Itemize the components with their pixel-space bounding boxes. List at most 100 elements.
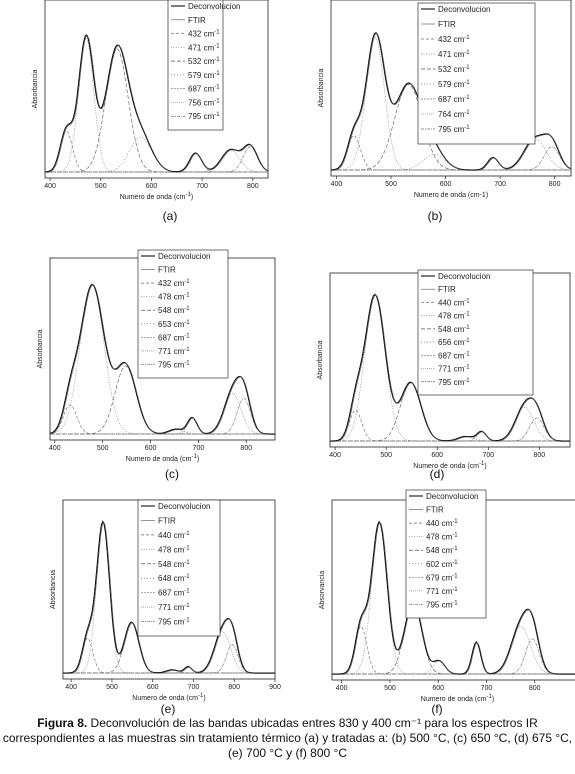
series-band-3 xyxy=(332,660,575,675)
legend-entry: 432 cm-1 xyxy=(158,279,190,288)
x-tick-label: 800 xyxy=(529,685,541,692)
chart-svg-c: 400 500 600 700 800 Numero de onda (cm-1) Abso… xyxy=(37,249,276,481)
legend-entry: 478 cm-1 xyxy=(158,293,190,302)
series-band-5 xyxy=(45,149,268,173)
x-tick-label: 700 xyxy=(193,445,205,452)
legend-entry: 656 cm-1 xyxy=(438,338,470,347)
legend-entry: FTIR xyxy=(438,20,456,29)
x-tick-label: 700 xyxy=(494,181,506,188)
legend-entry: Deconvolucion xyxy=(438,5,490,14)
legend-entry: Deconvolucion xyxy=(438,272,490,281)
legend-entry: 687 cm-1 xyxy=(158,589,190,598)
x-axis-label: Numero de onda (cm-1) xyxy=(413,461,486,470)
legend-entry: 440 cm-1 xyxy=(158,531,190,540)
series-band-5 xyxy=(330,406,570,442)
legend-entry: 579 cm-1 xyxy=(438,80,470,89)
x-axis-label: Numero de onda (cm-1) xyxy=(120,192,193,201)
x-tick-label: 800 xyxy=(549,181,561,188)
legend-entry: 579 cm-1 xyxy=(188,71,220,80)
x-tick-label: 500 xyxy=(95,183,107,190)
x-tick-label: 800 xyxy=(247,183,259,190)
y-axis-label: Absorbancia xyxy=(318,68,325,107)
legend-entry: FTIR xyxy=(158,266,176,275)
legend-entry: 764 cm-1 xyxy=(438,110,470,119)
legend-entry: 687 cm-1 xyxy=(438,351,470,360)
legend-entry: 795 cm-1 xyxy=(426,600,458,609)
x-tick-label: 800 xyxy=(240,445,252,452)
series-deconvolution xyxy=(44,34,269,173)
caption-label: Figura 8. xyxy=(37,716,88,730)
legend-entry: 771 cm-1 xyxy=(426,587,458,596)
chart-svg-b: 400 500 600 700 800 Numero de onda (cm-1) Abso… xyxy=(318,0,572,223)
series-deconvolution xyxy=(49,283,275,435)
x-tick-label: 600 xyxy=(147,684,159,691)
series-band-5 xyxy=(50,393,275,435)
legend-entry: 602 cm-1 xyxy=(426,560,458,569)
x-axis-label: Numero de onda (cm-1) xyxy=(126,454,199,463)
legend-entry: FTIR xyxy=(188,16,206,25)
panel-letter: (c) xyxy=(165,467,179,481)
legend-entry: 440 cm-1 xyxy=(438,298,470,307)
legend-entry: 548 cm-1 xyxy=(438,325,470,334)
legend-entry: 756 cm-1 xyxy=(188,98,220,107)
series-ftir xyxy=(63,521,276,674)
legend-entry: Deconvolucion xyxy=(158,252,210,261)
x-tick-label: 400 xyxy=(49,445,61,452)
x-tick-label: 400 xyxy=(44,183,56,190)
series-band-6 xyxy=(50,398,275,435)
legend-entry: 795 cm-1 xyxy=(158,360,190,369)
x-tick-label: 700 xyxy=(481,685,493,692)
series-band-0 xyxy=(63,638,275,674)
legend-entry: 532 cm-1 xyxy=(188,57,220,66)
legend-entry: Deconvolucion xyxy=(426,492,478,501)
legend-entry: 795 cm-1 xyxy=(188,112,220,121)
series-band-2 xyxy=(331,83,571,171)
series-band-6 xyxy=(63,644,275,674)
legend-entry: 771 cm-1 xyxy=(158,347,190,356)
legend-entry: 548 cm-1 xyxy=(158,560,190,569)
y-axis-label: Absorbancia xyxy=(50,570,57,609)
series-band-6 xyxy=(45,146,269,173)
x-tick-label: 500 xyxy=(97,445,109,452)
series-band-2 xyxy=(45,48,268,173)
chart-panel-c: 400 500 600 700 800 Numero de onda (cm-1) Abso… xyxy=(0,249,287,500)
chart-panel-d: 400 500 600 700 800 Numero de onda (cm-1) Abso… xyxy=(288,250,575,500)
x-axis-label: Numero de onda (cm-1) xyxy=(414,192,488,199)
panel-letter: (d) xyxy=(430,467,445,481)
x-axis-label: Numero de onda (cm-1) xyxy=(132,693,205,702)
legend-entry: FTIR xyxy=(158,516,176,525)
series-band-4 xyxy=(330,431,570,442)
chart-svg-a: 400 500 600 700 800 Numero de onda (cm-1) Abso… xyxy=(32,0,269,223)
legend-entry: 432 cm-1 xyxy=(188,30,220,39)
x-tick-label: 500 xyxy=(384,685,396,692)
legend-entry: FTIR xyxy=(426,506,444,515)
legend-entry: 532 cm-1 xyxy=(438,65,470,74)
legend-entry: 478 cm-1 xyxy=(158,545,190,554)
legend-entry: 795 cm-1 xyxy=(438,125,470,134)
series-deconvolution xyxy=(332,520,575,675)
x-tick-label: 400 xyxy=(65,684,77,691)
panel-letter: (a) xyxy=(163,209,178,223)
x-tick-label: 500 xyxy=(385,181,397,188)
x-tick-label: 800 xyxy=(228,684,240,691)
y-axis-label: Absorbancia xyxy=(317,340,324,379)
legend-entry: 478 cm-1 xyxy=(438,312,470,321)
series-band-6 xyxy=(331,146,572,171)
chart-panel-b: 400 500 600 700 800 Numero de onda (cm-1) Abso… xyxy=(288,0,575,250)
legend-box xyxy=(405,489,487,619)
caption-text: Deconvolución de las bandas ubicadas ent… xyxy=(2,716,573,760)
chart-svg-d: 400 500 600 700 800 Numero de onda (cm-1) Abso… xyxy=(317,269,571,481)
chart-panel-a: 400 500 600 700 800 Numero de onda (cm-1) Abso… xyxy=(0,0,287,250)
series-band-4 xyxy=(45,152,268,173)
series-ftir xyxy=(330,294,571,442)
x-tick-label: 500 xyxy=(106,684,118,691)
legend-entry: 548 cm-1 xyxy=(426,546,458,555)
series-band-4 xyxy=(332,641,575,675)
y-axis-label: Absorbancia xyxy=(32,69,39,108)
series-deconvolution xyxy=(63,520,275,674)
figure-caption: Figura 8. Deconvolución de las bandas ub… xyxy=(0,716,575,761)
x-tick-label: 500 xyxy=(380,452,392,459)
legend-entry: 687 cm-1 xyxy=(438,95,470,104)
panel-letter: (f) xyxy=(431,702,442,716)
